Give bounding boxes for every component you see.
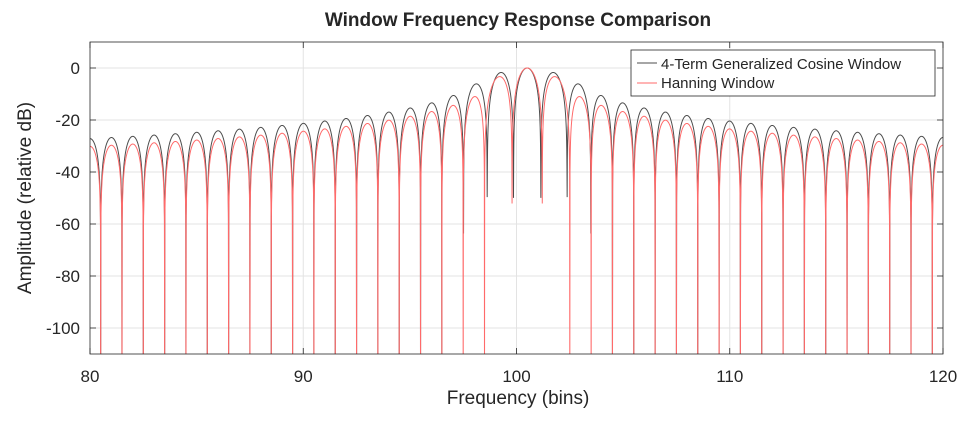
- x-tick-label: 90: [294, 367, 313, 386]
- x-tick-label: 110: [716, 367, 743, 386]
- y-tick-label: -80: [55, 267, 80, 286]
- y-tick-label: -60: [55, 215, 80, 234]
- legend-label-cosine4: 4-Term Generalized Cosine Window: [661, 56, 901, 73]
- y-axis-label: Amplitude (relative dB): [15, 102, 36, 294]
- chart-title: Window Frequency Response Comparison: [325, 10, 711, 31]
- legend: 4-Term Generalized Cosine Window Hanning…: [630, 49, 936, 97]
- series-line-cosine4: [90, 67, 943, 354]
- x-tick-label: 100: [502, 367, 530, 386]
- y-tick-label: 0: [71, 59, 80, 78]
- legend-box: [630, 49, 936, 97]
- x-axis-label: Frequency (bins): [447, 388, 590, 409]
- series-layer: [90, 67, 943, 354]
- axis-ticks: 80 90 100 110 120 0 -20 -40 -60 -80 -100: [46, 42, 957, 386]
- y-tick-label: -40: [55, 163, 80, 182]
- x-tick-label: 120: [929, 367, 957, 386]
- series-line-hann: [90, 67, 943, 354]
- x-tick-label: 80: [81, 367, 100, 386]
- legend-label-hanning: Hanning Window: [661, 75, 775, 92]
- y-tick-label: -20: [55, 111, 80, 130]
- y-tick-label: -100: [46, 319, 80, 338]
